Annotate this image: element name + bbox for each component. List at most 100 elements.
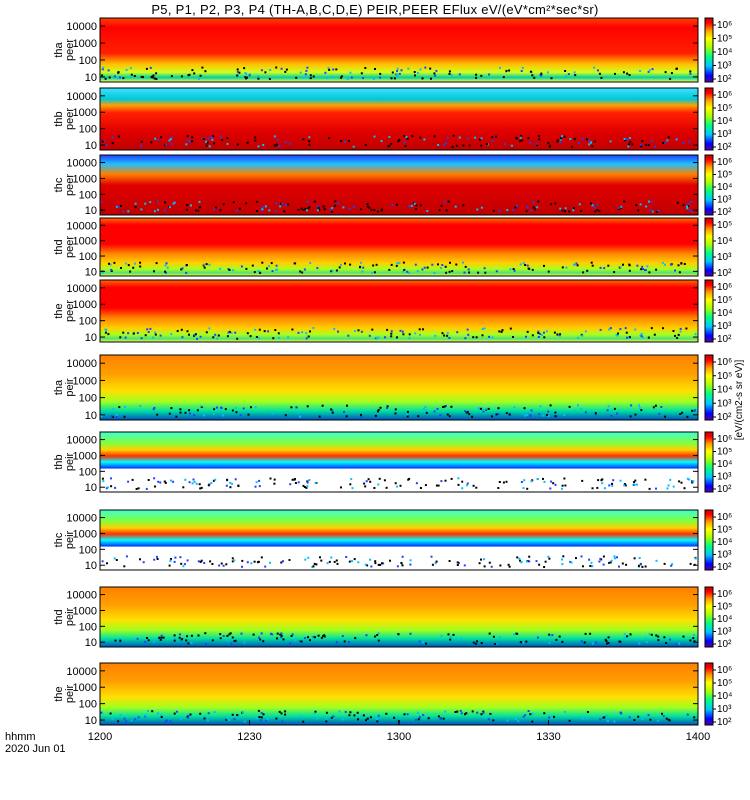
- colorbar-tick-label: 10³: [717, 627, 732, 638]
- y-tick-label: 1000: [73, 299, 97, 311]
- colorbar-tick-label: 10²: [717, 484, 732, 495]
- panel-label: peer: [64, 108, 76, 130]
- colorbar-tick-label: 10⁵: [717, 678, 732, 689]
- colorbar-tick-label: 10⁶: [717, 665, 732, 676]
- panel-frame: [99, 217, 699, 277]
- y-tick-label: 10000: [66, 590, 97, 602]
- panel-label: peir: [64, 607, 76, 626]
- noise-speckle: [100, 404, 697, 418]
- panel-label: the: [53, 303, 65, 318]
- panel-frame: [99, 354, 699, 421]
- y-tick-label: 1000: [73, 605, 97, 617]
- y-tick-label: 10: [85, 205, 97, 217]
- noise-speckle: [101, 261, 686, 274]
- colorbar-tick-label: 10³: [717, 129, 732, 140]
- panel-label: tha: [53, 379, 65, 395]
- colorbar-tick-label: 10⁵: [717, 371, 732, 382]
- colorbar-tick-label: 10⁶: [717, 589, 732, 600]
- colorbar-tick-label: 10⁴: [717, 308, 732, 319]
- panel-label: peir: [64, 684, 76, 703]
- y-tick-label: 10: [85, 560, 97, 572]
- y-tick-label: 10: [85, 332, 97, 344]
- panel-label: thc: [53, 177, 65, 192]
- noise-speckle: [101, 66, 692, 80]
- y-tick-label: 10: [85, 482, 97, 494]
- y-tick-label: 100: [79, 466, 97, 478]
- noise-speckle: [105, 632, 696, 645]
- colorbar-tick-label: 10³: [717, 398, 732, 409]
- colorbar-tick-label: 10⁵: [717, 525, 732, 536]
- spectrogram-image: [100, 587, 698, 647]
- noise-speckle: [101, 134, 691, 148]
- y-tick-label: 1000: [73, 375, 97, 387]
- colorbar-tick-label: 10⁶: [717, 282, 732, 293]
- colorbar-tick-label: 10³: [717, 550, 732, 561]
- colorbar-tick-label: 10⁴: [717, 236, 732, 247]
- y-tick-label: 10000: [66, 158, 97, 170]
- colorbar-tick-label: 10⁶: [717, 90, 732, 101]
- panel-label: peir: [64, 452, 76, 471]
- colorbar-tick-label: 10⁴: [717, 116, 732, 127]
- y-tick-label: 10000: [66, 513, 97, 525]
- panel-label: tha: [53, 41, 65, 57]
- panel-label: peer: [64, 236, 76, 258]
- colorbar-tick-label: 10⁴: [717, 182, 732, 193]
- colorbar-tick-label: 10²: [717, 562, 732, 573]
- panel-frame: [99, 154, 699, 216]
- noise-speckle: [101, 477, 695, 490]
- x-tick-label: 1300: [387, 731, 411, 743]
- panel-label: thd: [53, 609, 65, 624]
- spectrogram-image: [100, 432, 698, 492]
- x-tick-label: 1230: [237, 731, 261, 743]
- colorbar-tick-label: 10²: [717, 639, 732, 650]
- panel-frame: [99, 87, 699, 151]
- noise-speckle: [100, 709, 696, 723]
- colorbar-tick-label: 10⁶: [717, 20, 732, 31]
- colorbar-tick-label: 10⁵: [717, 34, 732, 45]
- y-tick-label: 1000: [73, 38, 97, 50]
- y-tick-label: 10000: [66, 666, 97, 678]
- y-tick-label: 10000: [66, 283, 97, 295]
- x-tick-label: 1400: [686, 731, 710, 743]
- colorbar: 10⁶ 10⁵ 10⁴ 10³ 10²: [704, 87, 732, 153]
- panel-label: peir: [64, 378, 76, 397]
- y-tick-label: 100: [79, 124, 97, 136]
- colorbar-tick-label: 10³: [717, 321, 732, 332]
- y-tick-label: 1000: [73, 173, 97, 185]
- y-tick-label: 10: [85, 266, 97, 278]
- colorbar-tick-label: 10⁴: [717, 614, 732, 625]
- noise-speckle: [100, 200, 694, 213]
- panel-label: peer: [64, 174, 76, 196]
- y-tick-label: 10: [85, 410, 97, 422]
- colorbar-tick-label: 10⁵: [717, 170, 732, 181]
- colorbar-tick-label: 10²: [717, 717, 732, 728]
- panel-label: thd: [53, 239, 65, 254]
- panel-label: peer: [64, 39, 76, 61]
- panel-frame: [99, 586, 699, 648]
- y-tick-label: 10000: [66, 220, 97, 232]
- noise-speckle: [104, 327, 697, 340]
- y-tick-label: 100: [79, 189, 97, 201]
- colorbar-tick-label: 10²: [717, 74, 732, 85]
- colorbar-tick-label: 10⁵: [717, 295, 732, 306]
- colorbar-tick-label: 10²: [717, 142, 732, 153]
- y-tick-label: 100: [79, 316, 97, 328]
- colorbar-tick-label: 10³: [717, 252, 732, 263]
- y-tick-label: 10: [85, 715, 97, 727]
- y-tick-label: 1000: [73, 450, 97, 462]
- colorbar-tick-label: 10⁵: [717, 103, 732, 114]
- panel-label: thb: [53, 454, 65, 469]
- x-tick-label: 1330: [536, 731, 560, 743]
- x-tick-label: 1200: [88, 731, 112, 743]
- colorbar-tick-label: 10⁶: [717, 434, 732, 445]
